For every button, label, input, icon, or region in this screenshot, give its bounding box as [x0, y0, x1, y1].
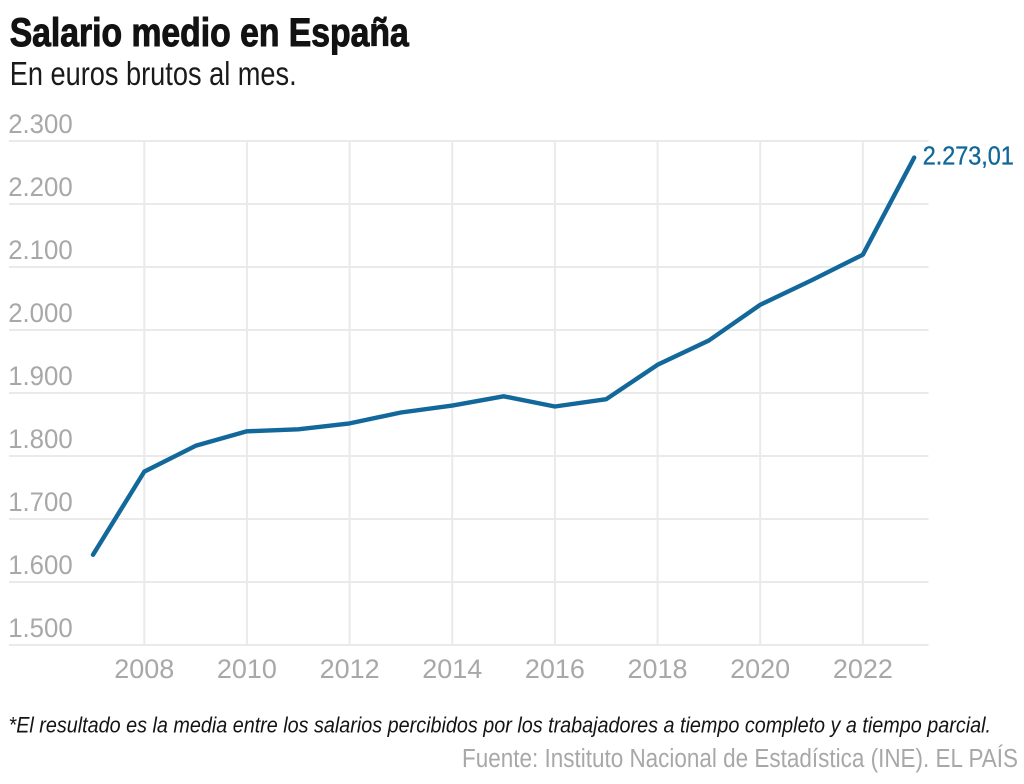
svg-text:1.700: 1.700 — [8, 487, 73, 517]
svg-text:2008: 2008 — [114, 654, 174, 684]
svg-text:2022: 2022 — [833, 654, 893, 684]
svg-text:En euros brutos al mes.: En euros brutos al mes. — [10, 55, 297, 92]
svg-text:Salario medio en España: Salario medio en España — [10, 11, 410, 55]
svg-text:2012: 2012 — [320, 654, 380, 684]
svg-text:2.100: 2.100 — [8, 235, 73, 265]
svg-text:2020: 2020 — [730, 654, 790, 684]
svg-text:2010: 2010 — [217, 654, 277, 684]
svg-text:2016: 2016 — [525, 654, 585, 684]
svg-text:Fuente: Instituto Nacional de: Fuente: Instituto Nacional de Estadístic… — [462, 744, 1018, 773]
svg-text:1.600: 1.600 — [8, 550, 73, 580]
svg-text:2018: 2018 — [628, 654, 688, 684]
svg-text:*El resultado es la media entr: *El resultado es la media entre los sala… — [9, 713, 992, 738]
svg-text:1.900: 1.900 — [8, 361, 73, 391]
svg-text:2.300: 2.300 — [8, 109, 73, 139]
svg-text:1.800: 1.800 — [8, 424, 73, 454]
svg-text:2.273,01: 2.273,01 — [923, 142, 1014, 170]
svg-text:2.200: 2.200 — [8, 172, 73, 202]
svg-text:2.000: 2.000 — [8, 298, 73, 328]
svg-text:1.500: 1.500 — [8, 613, 73, 643]
svg-text:2014: 2014 — [422, 654, 482, 684]
